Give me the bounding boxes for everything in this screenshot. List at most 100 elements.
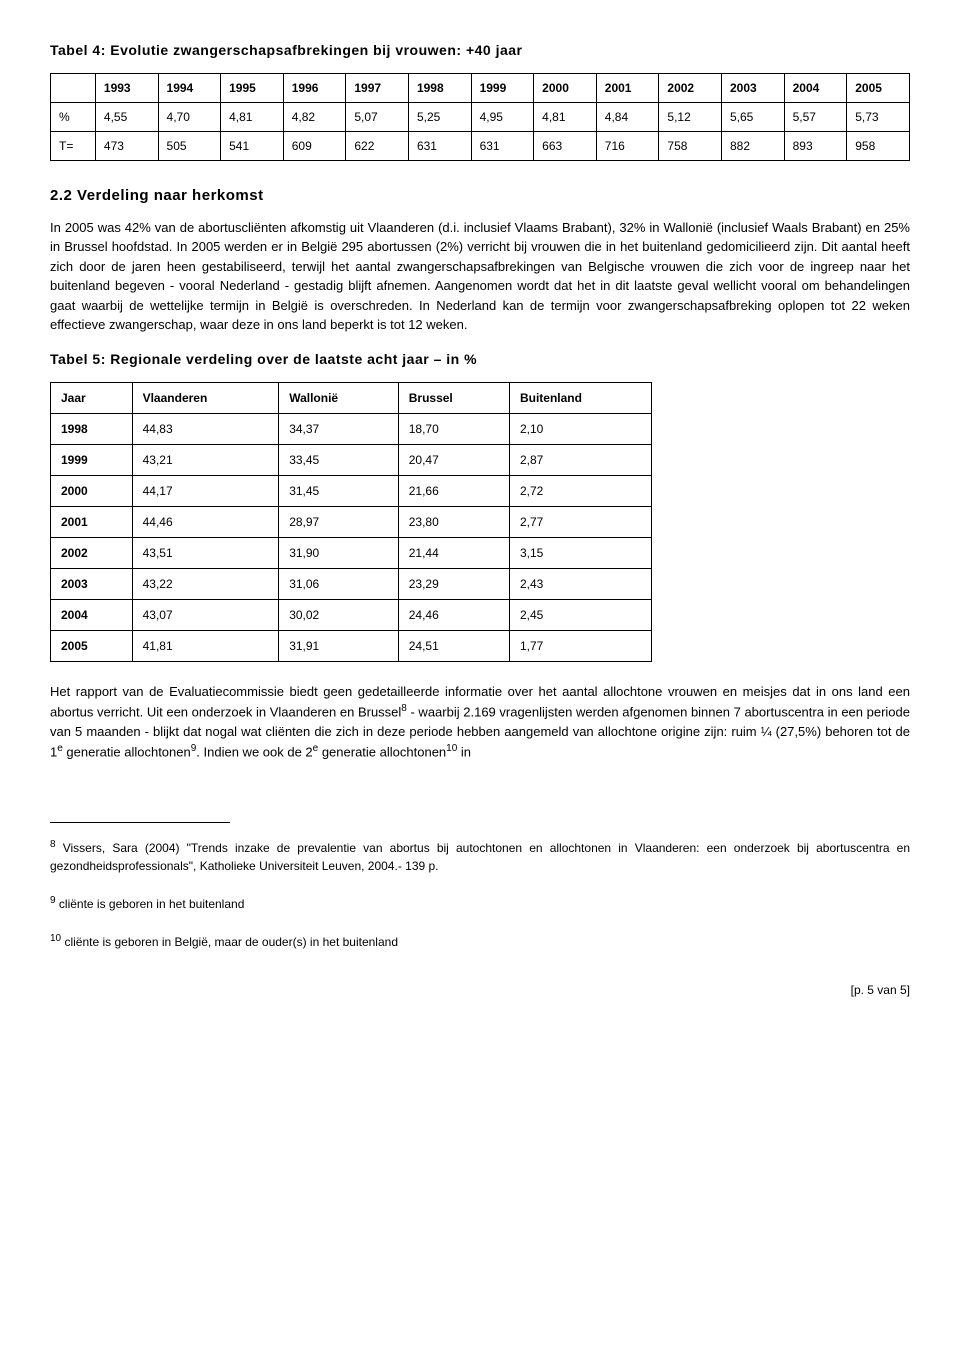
table-cell: 2,43 bbox=[509, 568, 651, 599]
table-cell: 43,51 bbox=[132, 537, 279, 568]
footnote-10-text: cliënte is geboren in België, maar de ou… bbox=[61, 935, 398, 949]
para2-segment: generatie allochtonen bbox=[63, 745, 191, 760]
table-row: 199844,8334,3718,702,10 bbox=[51, 413, 652, 444]
footnote-ref-10: 10 bbox=[446, 743, 457, 754]
table-cell: 33,45 bbox=[279, 444, 399, 475]
table-header-cell: 2002 bbox=[659, 74, 722, 103]
para2-segment: generatie allochtonen bbox=[318, 745, 446, 760]
table-cell: 2000 bbox=[51, 475, 133, 506]
table-cell: 5,12 bbox=[659, 103, 722, 132]
table-cell: 2002 bbox=[51, 537, 133, 568]
table-cell: 663 bbox=[534, 132, 597, 161]
section-2-2-heading: 2.2 Verdeling naar herkomst bbox=[50, 185, 910, 208]
table-header-cell: Brussel bbox=[398, 382, 509, 413]
table-header-cell: 1993 bbox=[95, 74, 158, 103]
table-cell: 31,90 bbox=[279, 537, 399, 568]
table-cell: T= bbox=[51, 132, 96, 161]
table-header-cell: 1995 bbox=[221, 74, 284, 103]
footnote-marker-10: 10 bbox=[50, 933, 61, 944]
table-header-cell: Buitenland bbox=[509, 382, 651, 413]
table-cell: 2003 bbox=[51, 568, 133, 599]
table-cell: 473 bbox=[95, 132, 158, 161]
table5-title: Tabel 5: Regionale verdeling over de laa… bbox=[50, 349, 910, 370]
table-cell: 716 bbox=[596, 132, 659, 161]
table-cell: 21,44 bbox=[398, 537, 509, 568]
table-header-cell: 2000 bbox=[534, 74, 597, 103]
table-row: 199943,2133,4520,472,87 bbox=[51, 444, 652, 475]
table-cell: 631 bbox=[471, 132, 534, 161]
table-cell: 24,46 bbox=[398, 599, 509, 630]
table-cell: 958 bbox=[847, 132, 910, 161]
table-cell: 43,22 bbox=[132, 568, 279, 599]
table-cell: % bbox=[51, 103, 96, 132]
table-cell: 20,47 bbox=[398, 444, 509, 475]
table-header-cell: Wallonië bbox=[279, 382, 399, 413]
table-cell: 882 bbox=[722, 132, 785, 161]
table-cell: 28,97 bbox=[279, 506, 399, 537]
footnote-9: 9 cliënte is geboren in het buitenland bbox=[50, 893, 910, 913]
table-cell: 5,73 bbox=[847, 103, 910, 132]
table-header-cell: 2001 bbox=[596, 74, 659, 103]
table-cell: 23,80 bbox=[398, 506, 509, 537]
table-cell: 2,87 bbox=[509, 444, 651, 475]
table-header-cell: 1996 bbox=[283, 74, 346, 103]
table-header-cell: 1999 bbox=[471, 74, 534, 103]
table-cell: 24,51 bbox=[398, 630, 509, 661]
table-cell: 541 bbox=[221, 132, 284, 161]
table-cell: 893 bbox=[784, 132, 847, 161]
table-cell: 4,55 bbox=[95, 103, 158, 132]
footnote-8-text: Vissers, Sara (2004) "Trends inzake de p… bbox=[50, 841, 910, 873]
table-cell: 622 bbox=[346, 132, 409, 161]
table-cell: 1,77 bbox=[509, 630, 651, 661]
table-cell: 2005 bbox=[51, 630, 133, 661]
table-cell: 30,02 bbox=[279, 599, 399, 630]
table-cell: 2,45 bbox=[509, 599, 651, 630]
table-cell: 44,17 bbox=[132, 475, 279, 506]
table5: JaarVlaanderenWalloniëBrusselBuitenland … bbox=[50, 382, 652, 662]
table-header-cell: Vlaanderen bbox=[132, 382, 279, 413]
para2-segment: . Indien we ook de 2 bbox=[196, 745, 312, 760]
table-cell: 4,82 bbox=[283, 103, 346, 132]
table-cell: 5,65 bbox=[722, 103, 785, 132]
table-cell: 4,81 bbox=[221, 103, 284, 132]
table-cell bbox=[51, 74, 96, 103]
body-paragraph-2: Het rapport van de Evaluatiecommissie bi… bbox=[50, 682, 910, 763]
footnote-9-text: cliënte is geboren in het buitenland bbox=[56, 897, 245, 911]
section-2-2-paragraph: In 2005 was 42% van de abortuscliënten a… bbox=[50, 218, 910, 335]
table-cell: 23,29 bbox=[398, 568, 509, 599]
table-cell: 4,81 bbox=[534, 103, 597, 132]
table-header-cell: 1998 bbox=[408, 74, 471, 103]
table-cell: 5,25 bbox=[408, 103, 471, 132]
table-cell: 43,21 bbox=[132, 444, 279, 475]
table4-t-row: T=47350554160962263163166371675888289395… bbox=[51, 132, 910, 161]
page-number: [p. 5 van 5] bbox=[50, 981, 910, 999]
table-row: 200044,1731,4521,662,72 bbox=[51, 475, 652, 506]
table-cell: 631 bbox=[408, 132, 471, 161]
table-cell: 4,95 bbox=[471, 103, 534, 132]
table-header-cell: 2004 bbox=[784, 74, 847, 103]
table-header-cell: 1997 bbox=[346, 74, 409, 103]
para2-segment: in bbox=[457, 745, 471, 760]
table-row: 200243,5131,9021,443,15 bbox=[51, 537, 652, 568]
table-cell: 31,06 bbox=[279, 568, 399, 599]
table-cell: 1998 bbox=[51, 413, 133, 444]
table-cell: 34,37 bbox=[279, 413, 399, 444]
table-header-cell: Jaar bbox=[51, 382, 133, 413]
table4-header-row: 1993199419951996199719981999200020012002… bbox=[51, 74, 910, 103]
footnote-separator bbox=[50, 822, 230, 823]
table-header-cell: 1994 bbox=[158, 74, 221, 103]
table-cell: 43,07 bbox=[132, 599, 279, 630]
table-header-cell: 2003 bbox=[722, 74, 785, 103]
table-cell: 18,70 bbox=[398, 413, 509, 444]
footnote-10: 10 cliënte is geboren in België, maar de… bbox=[50, 931, 910, 951]
table-cell: 2,77 bbox=[509, 506, 651, 537]
table-cell: 21,66 bbox=[398, 475, 509, 506]
table-cell: 31,45 bbox=[279, 475, 399, 506]
table-cell: 5,57 bbox=[784, 103, 847, 132]
table4-title: Tabel 4: Evolutie zwangerschapsafbreking… bbox=[50, 40, 910, 61]
table-cell: 3,15 bbox=[509, 537, 651, 568]
table-cell: 2,72 bbox=[509, 475, 651, 506]
table-cell: 4,84 bbox=[596, 103, 659, 132]
table-row: 200343,2231,0623,292,43 bbox=[51, 568, 652, 599]
table-cell: 2,10 bbox=[509, 413, 651, 444]
